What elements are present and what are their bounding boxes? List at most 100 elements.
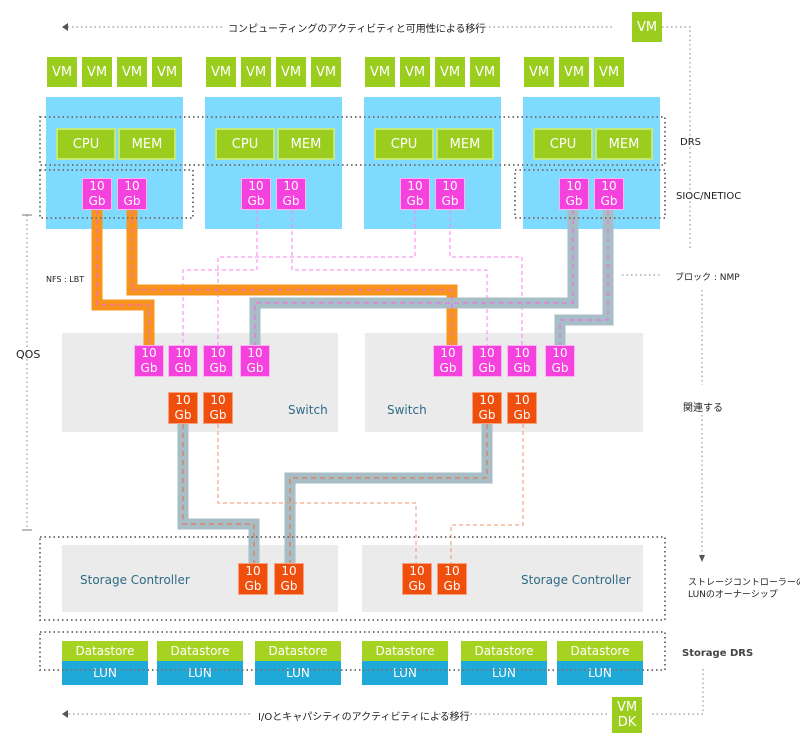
storage-boundary xyxy=(39,536,666,621)
sioc-boundary xyxy=(39,169,194,219)
port-speed: 10 xyxy=(514,346,530,360)
host-nic-port: 10 Gb xyxy=(594,178,624,210)
switch-host-port: 10 Gb xyxy=(545,345,575,377)
port-unit: Gb xyxy=(600,194,618,208)
datastore: Datastore xyxy=(255,641,341,661)
related-label: 関連する xyxy=(683,403,723,414)
storage-link xyxy=(450,424,524,563)
port-unit: Gb xyxy=(513,408,531,422)
vm-label: VM xyxy=(404,64,426,80)
port-speed: 10 xyxy=(440,346,456,360)
storage-cable xyxy=(284,424,493,563)
lun-ownership-label-1: ストレージコントローラーの xyxy=(688,578,800,588)
cpu-label: CPU xyxy=(390,136,418,152)
cpu-box: CPU xyxy=(215,128,275,160)
host-nic-port: 10 Gb xyxy=(435,178,465,210)
vm-label: VM xyxy=(439,64,461,80)
lun-name: LUN xyxy=(188,666,212,680)
port-speed: 10 xyxy=(479,346,495,360)
vm-label: VM xyxy=(156,64,178,80)
storage-controller-label: Storage Controller xyxy=(80,573,210,589)
block-cable xyxy=(249,210,579,345)
port-unit: Gb xyxy=(565,194,583,208)
port-speed: 10 xyxy=(514,393,530,407)
cpu-label: CPU xyxy=(72,136,100,152)
port-unit: Gb xyxy=(478,361,496,375)
port-unit: Gb xyxy=(174,408,192,422)
vm-label: VM xyxy=(315,64,337,80)
switch-host-port: 10 Gb xyxy=(433,345,463,377)
port-speed: 10 xyxy=(442,179,458,193)
lun: LUN xyxy=(157,661,243,685)
controller-name: Storage Controller xyxy=(80,573,190,587)
bottom-migration-label: I/Oとキャパシティのアクティビティによる移行 xyxy=(258,712,470,723)
port-unit: Gb xyxy=(408,579,426,593)
vm-box: VM xyxy=(241,57,271,87)
host-nic-link xyxy=(217,210,416,345)
port-unit: Gb xyxy=(513,361,531,375)
port-speed: 10 xyxy=(601,179,617,193)
esxi-host xyxy=(523,97,660,229)
switch-host-port: 10 Gb xyxy=(203,345,233,377)
datastore-name: Datastore xyxy=(570,644,630,658)
controller-port: 10 Gb xyxy=(402,563,432,595)
port-speed: 10 xyxy=(141,346,157,360)
drs-guide-line xyxy=(662,26,691,250)
vm-box: VM xyxy=(152,57,182,87)
vm-box: VM xyxy=(47,57,77,87)
switch-host-port: 10 Gb xyxy=(507,345,537,377)
vm-label: VM xyxy=(598,64,620,80)
vm-box: VM xyxy=(82,57,112,87)
switch-storage-port: 10 Gb xyxy=(203,392,233,424)
vm-box: VM xyxy=(117,57,147,87)
nfs-cable xyxy=(91,210,155,345)
lun-name: LUN xyxy=(393,666,417,680)
port-speed: 10 xyxy=(245,564,261,578)
vm-box: VM xyxy=(594,57,624,87)
switch-storage-port: 10 Gb xyxy=(472,392,502,424)
esxi-host xyxy=(364,97,501,229)
esxi-host xyxy=(46,97,183,229)
controller-name: Storage Controller xyxy=(521,573,631,587)
port-unit: Gb xyxy=(209,361,227,375)
vm-box: VM xyxy=(311,57,341,87)
network-switch xyxy=(62,333,338,432)
port-speed: 10 xyxy=(210,393,226,407)
storage-link-dashed xyxy=(182,424,255,563)
vm-box: VM xyxy=(470,57,500,87)
migrating-vm: VM xyxy=(632,12,662,42)
port-unit: Gb xyxy=(551,361,569,375)
port-unit: Gb xyxy=(282,194,300,208)
vm-label: VM xyxy=(121,64,143,80)
vm-label: VM xyxy=(369,64,391,80)
cpu-label: CPU xyxy=(231,136,259,152)
port-unit: Gb xyxy=(406,194,424,208)
lun: LUN xyxy=(255,661,341,685)
top-migration-label: コンピューティングのアクティビティと可用性による移行 xyxy=(228,24,486,35)
storage-drs-guide-line xyxy=(652,668,704,715)
port-unit: Gb xyxy=(140,361,158,375)
port-unit: Gb xyxy=(247,194,265,208)
vm-box: VM xyxy=(400,57,430,87)
switch-label: Switch xyxy=(387,403,447,419)
switch-name: Switch xyxy=(387,403,427,417)
network-switch xyxy=(365,333,643,432)
port-speed: 10 xyxy=(247,346,263,360)
mem-box: MEM xyxy=(595,128,653,160)
port-unit: Gb xyxy=(88,194,106,208)
lun-ownership-label-2: LUNのオーナーシップ xyxy=(688,590,778,600)
controller-port: 10 Gb xyxy=(274,563,304,595)
port-speed: 10 xyxy=(175,393,191,407)
qos-label: QOS xyxy=(16,348,41,361)
host-nic-link xyxy=(182,210,258,345)
mem-label: MEM xyxy=(131,136,163,152)
host-nic-link xyxy=(449,210,523,345)
cpu-box: CPU xyxy=(374,128,434,160)
mem-label: MEM xyxy=(449,136,481,152)
vm-label: VM xyxy=(636,19,658,35)
port-unit: Gb xyxy=(439,361,457,375)
vm-box: VM xyxy=(435,57,465,87)
switch-storage-port: 10 Gb xyxy=(507,392,537,424)
switch-host-port: 10 Gb xyxy=(240,345,270,377)
host-nic-port: 10 Gb xyxy=(559,178,589,210)
